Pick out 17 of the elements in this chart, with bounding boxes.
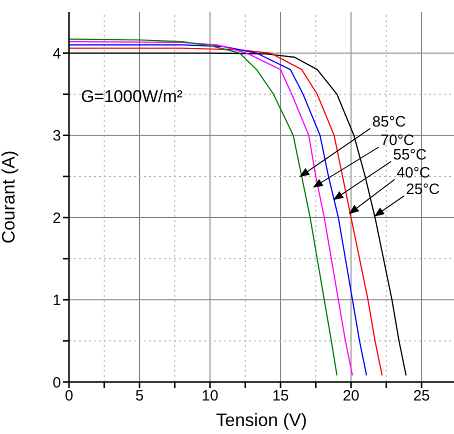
x-tick-label: 5: [135, 388, 144, 405]
annotation: 40°C: [396, 164, 430, 182]
x-axis-title: Tension (V): [216, 410, 308, 430]
y-tick-label: 2: [52, 210, 61, 227]
x-tick-label: 20: [342, 388, 360, 405]
annotation: 25°C: [406, 180, 440, 198]
annotation: G=1000W/m²: [81, 87, 183, 106]
y-tick-label: 0: [52, 374, 61, 392]
x-tick-label: 15: [272, 388, 289, 405]
y-tick-label: 1: [52, 292, 61, 310]
y-tick-label: 3: [52, 128, 61, 145]
x-tick-label: 0: [64, 388, 74, 405]
x-tick-label: 25: [413, 388, 430, 405]
x-tick-label: 10: [202, 388, 218, 405]
annotation: 85°C: [372, 113, 406, 130]
y-tick-label: 4: [52, 45, 61, 62]
y-axis-title: Courant (A): [0, 150, 18, 244]
